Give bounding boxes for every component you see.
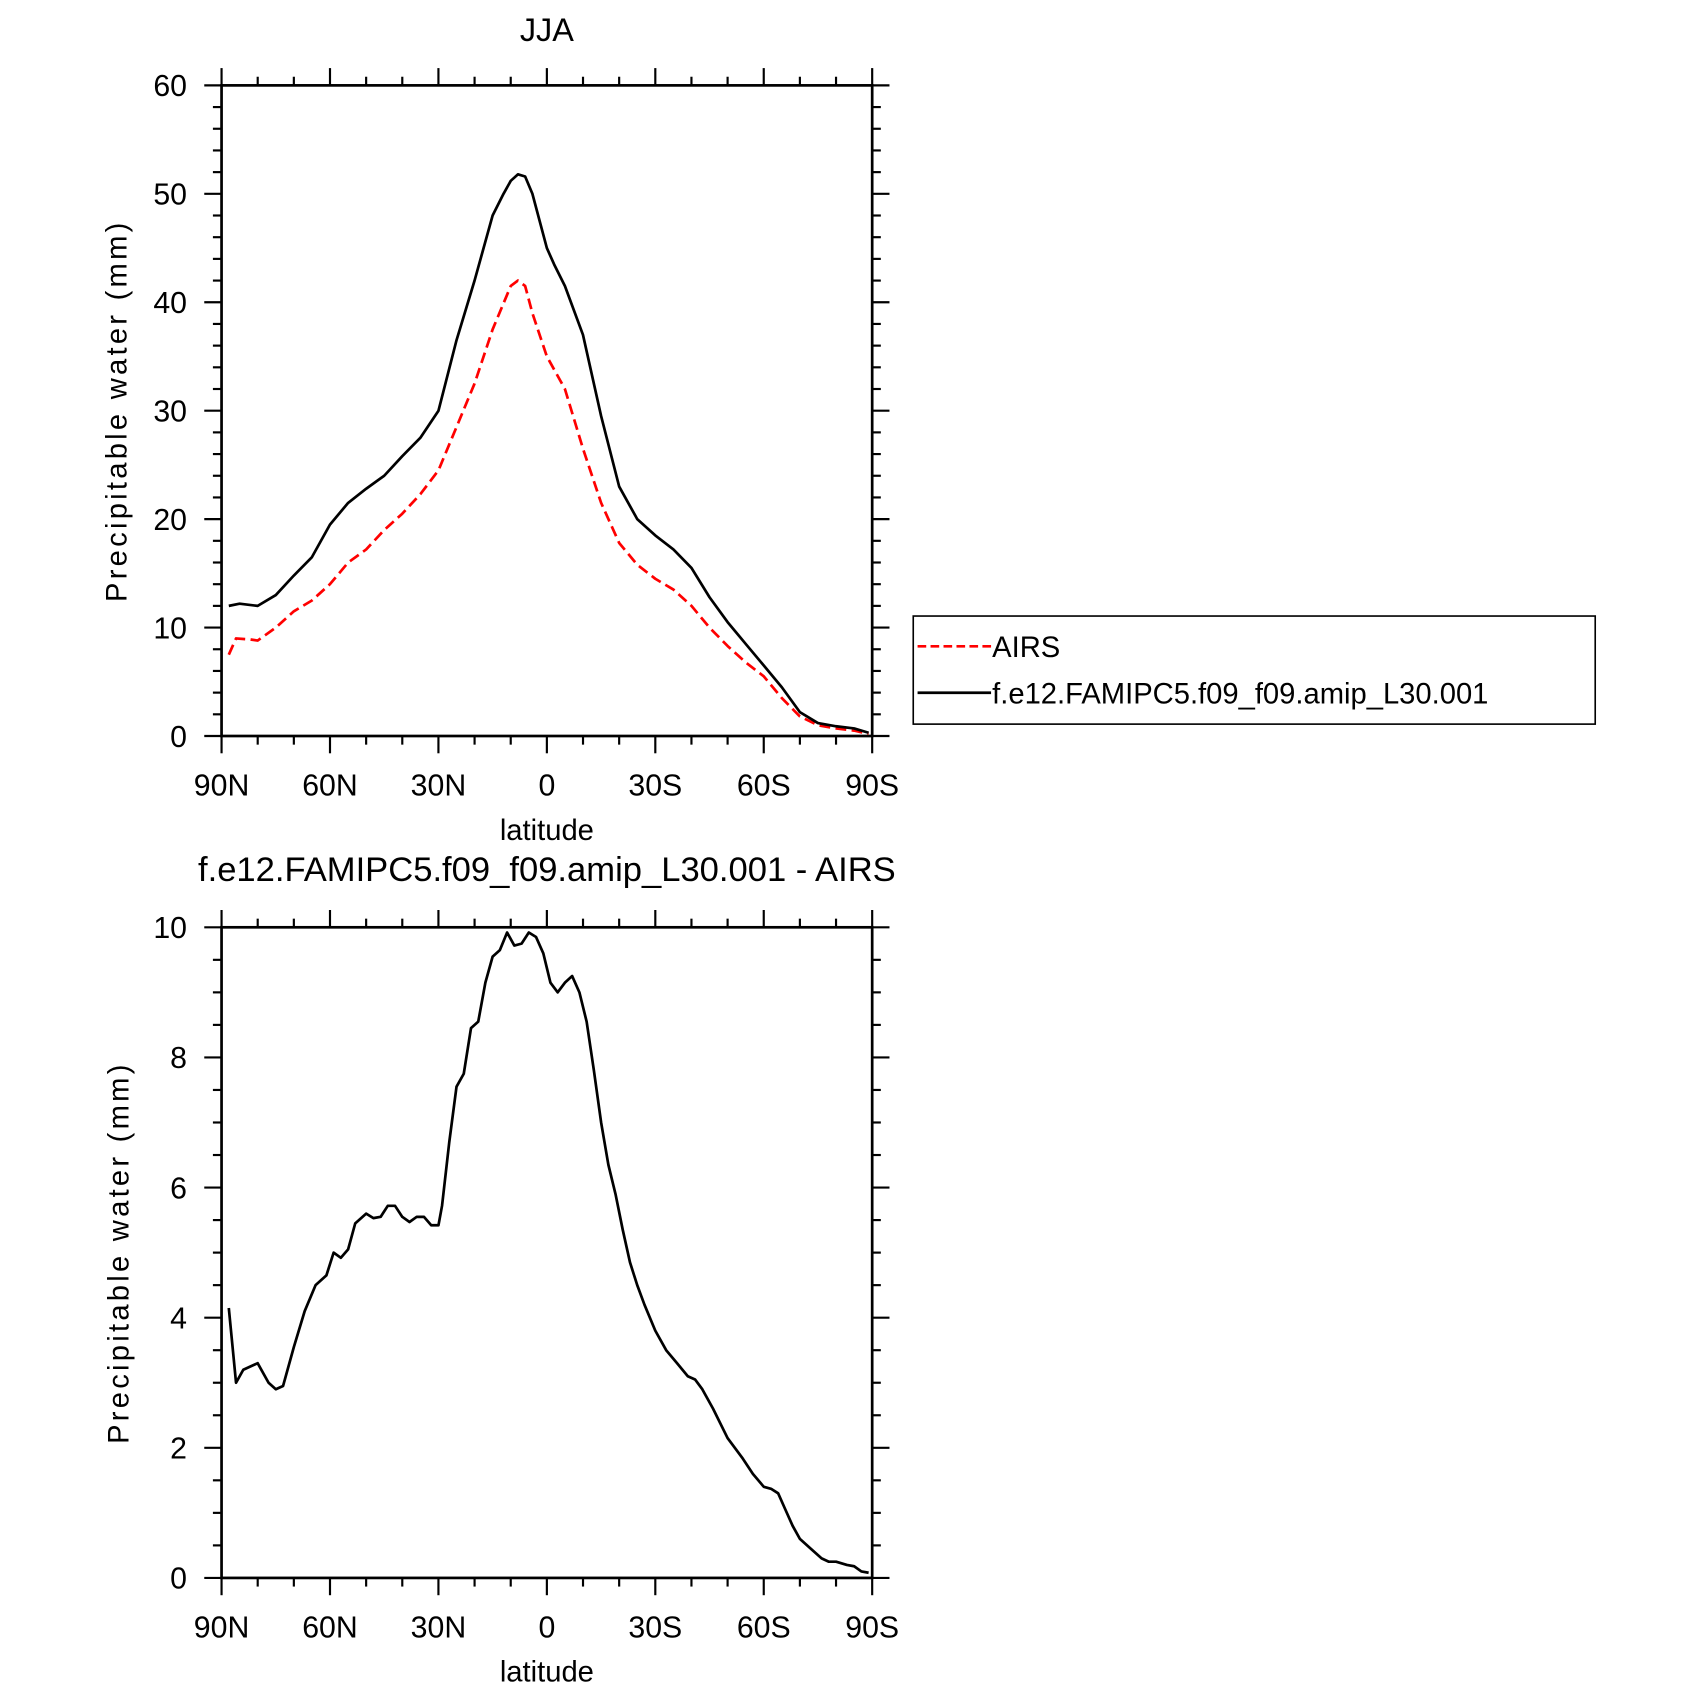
series-line-difference	[227, 931, 869, 1575]
y-tick-label: 6	[170, 1172, 187, 1205]
top-panel: JJA latitude Precipitable water (mm) 90N…	[101, 12, 899, 847]
x-tick-label: 90N	[194, 1611, 250, 1644]
y-tick-label: 10	[153, 912, 187, 945]
plot-frame	[220, 925, 874, 1580]
y-tick-label: 0	[170, 721, 187, 754]
x-axis-label: latitude	[500, 1657, 594, 1686]
x-tick-label: 0	[538, 769, 555, 802]
chart-title: f.e12.FAMIPC5.f09_f09.amip_L30.001 - AIR…	[198, 851, 896, 889]
y-tick-label: 8	[170, 1042, 187, 1075]
x-tick-label: 60S	[737, 769, 791, 802]
y-tick-label: 30	[153, 396, 187, 429]
legend-box	[912, 615, 1597, 725]
legend-label-airs: AIRS	[992, 632, 1060, 664]
y-axis-label: Precipitable water (mm)	[101, 219, 133, 602]
x-tick-label: 90N	[194, 769, 250, 802]
plot-frame	[220, 84, 874, 738]
bottom-panel: f.e12.FAMIPC5.f09_f09.amip_L30.001 - AIR…	[104, 851, 899, 1686]
y-tick-label: 20	[153, 504, 187, 537]
chart-title: JJA	[520, 12, 574, 48]
series-line-airs	[227, 279, 869, 736]
x-tick-label: 60N	[302, 1611, 358, 1644]
legend: AIRS f.e12.FAMIPC5.f09_f09.amip_L30.001	[912, 615, 1597, 725]
x-tick-label: 0	[538, 1611, 555, 1644]
series-line-model	[228, 172, 870, 735]
y-tick-label: 0	[170, 1563, 187, 1596]
y-tick-label: 50	[153, 179, 187, 212]
x-axis-label: latitude	[500, 815, 594, 847]
x-tick-label: 60S	[737, 1611, 791, 1644]
y-tick-label: 10	[153, 612, 187, 645]
x-tick-label: 60N	[302, 769, 358, 802]
y-tick-label: 2	[170, 1433, 187, 1466]
x-tick-label: 90S	[845, 769, 899, 802]
y-axis-label: Precipitable water (mm)	[104, 1061, 136, 1444]
x-tick-label: 30S	[628, 1611, 682, 1644]
x-tick-label: 90S	[845, 1611, 899, 1644]
x-tick-label: 30N	[411, 1611, 467, 1644]
x-tick-label: 30S	[628, 769, 682, 802]
y-tick-label: 40	[153, 287, 187, 320]
legend-label-model: f.e12.FAMIPC5.f09_f09.amip_L30.001	[992, 679, 1488, 711]
y-tick-label: 4	[170, 1302, 187, 1335]
y-tick-label: 60	[153, 70, 187, 103]
x-tick-label: 30N	[411, 769, 467, 802]
